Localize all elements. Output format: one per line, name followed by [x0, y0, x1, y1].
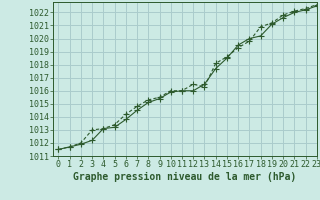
X-axis label: Graphe pression niveau de la mer (hPa): Graphe pression niveau de la mer (hPa)	[73, 172, 296, 182]
